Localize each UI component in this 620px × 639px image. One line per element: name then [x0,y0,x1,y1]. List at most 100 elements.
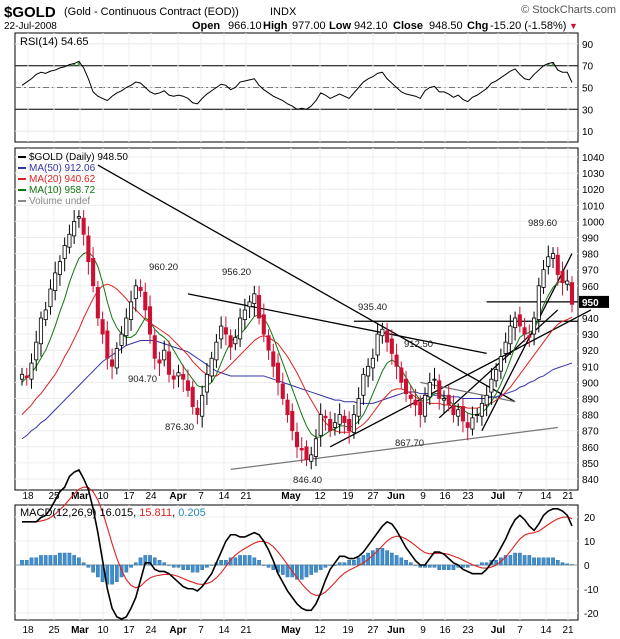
price-tick-label: 1010 [582,201,605,212]
instrument-name: (Gold - Continuous Contract (EOD)) [64,6,239,18]
macd-histogram-bar [565,563,570,566]
macd-histogram-bar [371,550,375,566]
candle-body [43,309,48,321]
x-axis-label: Jul [491,491,506,502]
macd-histogram-bar [399,557,404,566]
price-tick-label: 860 [582,443,599,454]
candle-body [261,314,266,335]
macd-histogram-bar [86,564,91,568]
price-annotation: 960.20 [149,262,178,273]
svg-text:Open: Open [192,20,220,32]
candle-body [166,351,172,375]
candle-body [34,341,39,361]
legend-entry: Volume undef [29,196,90,207]
candle-body [342,415,347,424]
candle-body [138,287,143,292]
x-axis-label: Apr [169,491,186,502]
rsi-tick-label: 90 [582,40,594,51]
macd-histogram-bar [408,562,413,566]
candle-body [508,325,513,345]
macd-histogram-bar [352,560,356,566]
candle-body [546,256,551,267]
macd-histogram-bar [570,564,574,566]
macd-histogram-bar [81,562,86,566]
candle-body [437,380,442,399]
x-axis-label-bottom: 21 [562,625,574,636]
macd-histogram-bar [503,555,508,566]
candle-body [280,383,285,399]
candle-body [252,293,257,304]
x-axis-label: 12 [314,491,326,502]
macd-histogram-bar [181,564,186,570]
candle-body [517,314,522,327]
candle-body [318,414,323,436]
x-axis-label-bottom: 18 [22,625,34,636]
macd-histogram-bar [432,564,437,568]
price-tick-label: 960 [582,282,599,293]
candle-body [527,335,532,338]
candle-body [465,422,470,428]
price-tick-label: 1030 [582,169,605,180]
macd-line [22,468,573,620]
candle-body [24,375,29,378]
candle-body [110,359,115,367]
x-axis-label: 27 [367,491,379,502]
macd-histogram-bar [356,557,361,566]
candle-body [513,317,518,329]
candle-body [204,373,209,393]
macd-signal-line [22,486,573,597]
candle-body [413,399,418,406]
price-tick-label: 870 [582,427,599,438]
exchange-label: INDX [270,6,297,18]
macd-histogram-bar [527,555,532,566]
candle-body [285,399,290,415]
x-axis-label: 21 [562,491,574,502]
macd-histogram-bar [375,548,380,566]
macd-histogram-bar [442,564,446,570]
candle-body [498,356,503,372]
candle-body [200,394,205,417]
candle-body [332,422,337,428]
candle-body [247,301,252,308]
macd-histogram-bar [48,555,53,566]
candle-body [404,378,409,395]
candle-body [446,394,451,406]
candle-body [119,333,124,346]
legend-entry: MA(20) 940.62 [29,174,96,185]
macd-histogram-bar [394,555,399,566]
price-tick-label: 970 [582,266,599,277]
x-axis-label-bottom: Jul [491,625,506,636]
candle-body [361,373,366,396]
ma50-line [21,340,573,440]
macd-histogram-bar [24,560,29,566]
price-annotation: 935.40 [358,302,387,313]
macd-histogram-bar [209,564,214,566]
candle-body [219,325,224,340]
candle-body [427,381,432,398]
macd-histogram-bar [224,560,228,566]
candle-body [370,357,375,369]
candle-body [456,409,461,417]
candle-body [337,414,342,425]
macd-histogram-bar [62,552,67,566]
macd-histogram-bar [167,564,171,566]
candle-body [441,398,447,401]
price-tick-label: 1040 [582,153,605,164]
macd-histogram-bar [342,562,347,566]
price-tick-label: 930 [582,330,599,341]
svg-text:Chg: Chg [467,20,488,32]
macd-histogram-bar [323,564,328,568]
macd-histogram-bar [314,564,318,573]
candle-body [81,217,86,235]
candle-body [124,317,129,337]
price-tick-label: 1020 [582,185,605,196]
macd-histogram-bar [475,564,480,566]
macd-histogram-bar [465,564,470,568]
candle-body [451,406,456,415]
macd-histogram-bar [200,564,205,570]
candle-body [171,375,176,380]
candle-body [503,341,508,354]
macd-histogram-bar [437,564,442,570]
macd-histogram-bar [361,555,366,566]
